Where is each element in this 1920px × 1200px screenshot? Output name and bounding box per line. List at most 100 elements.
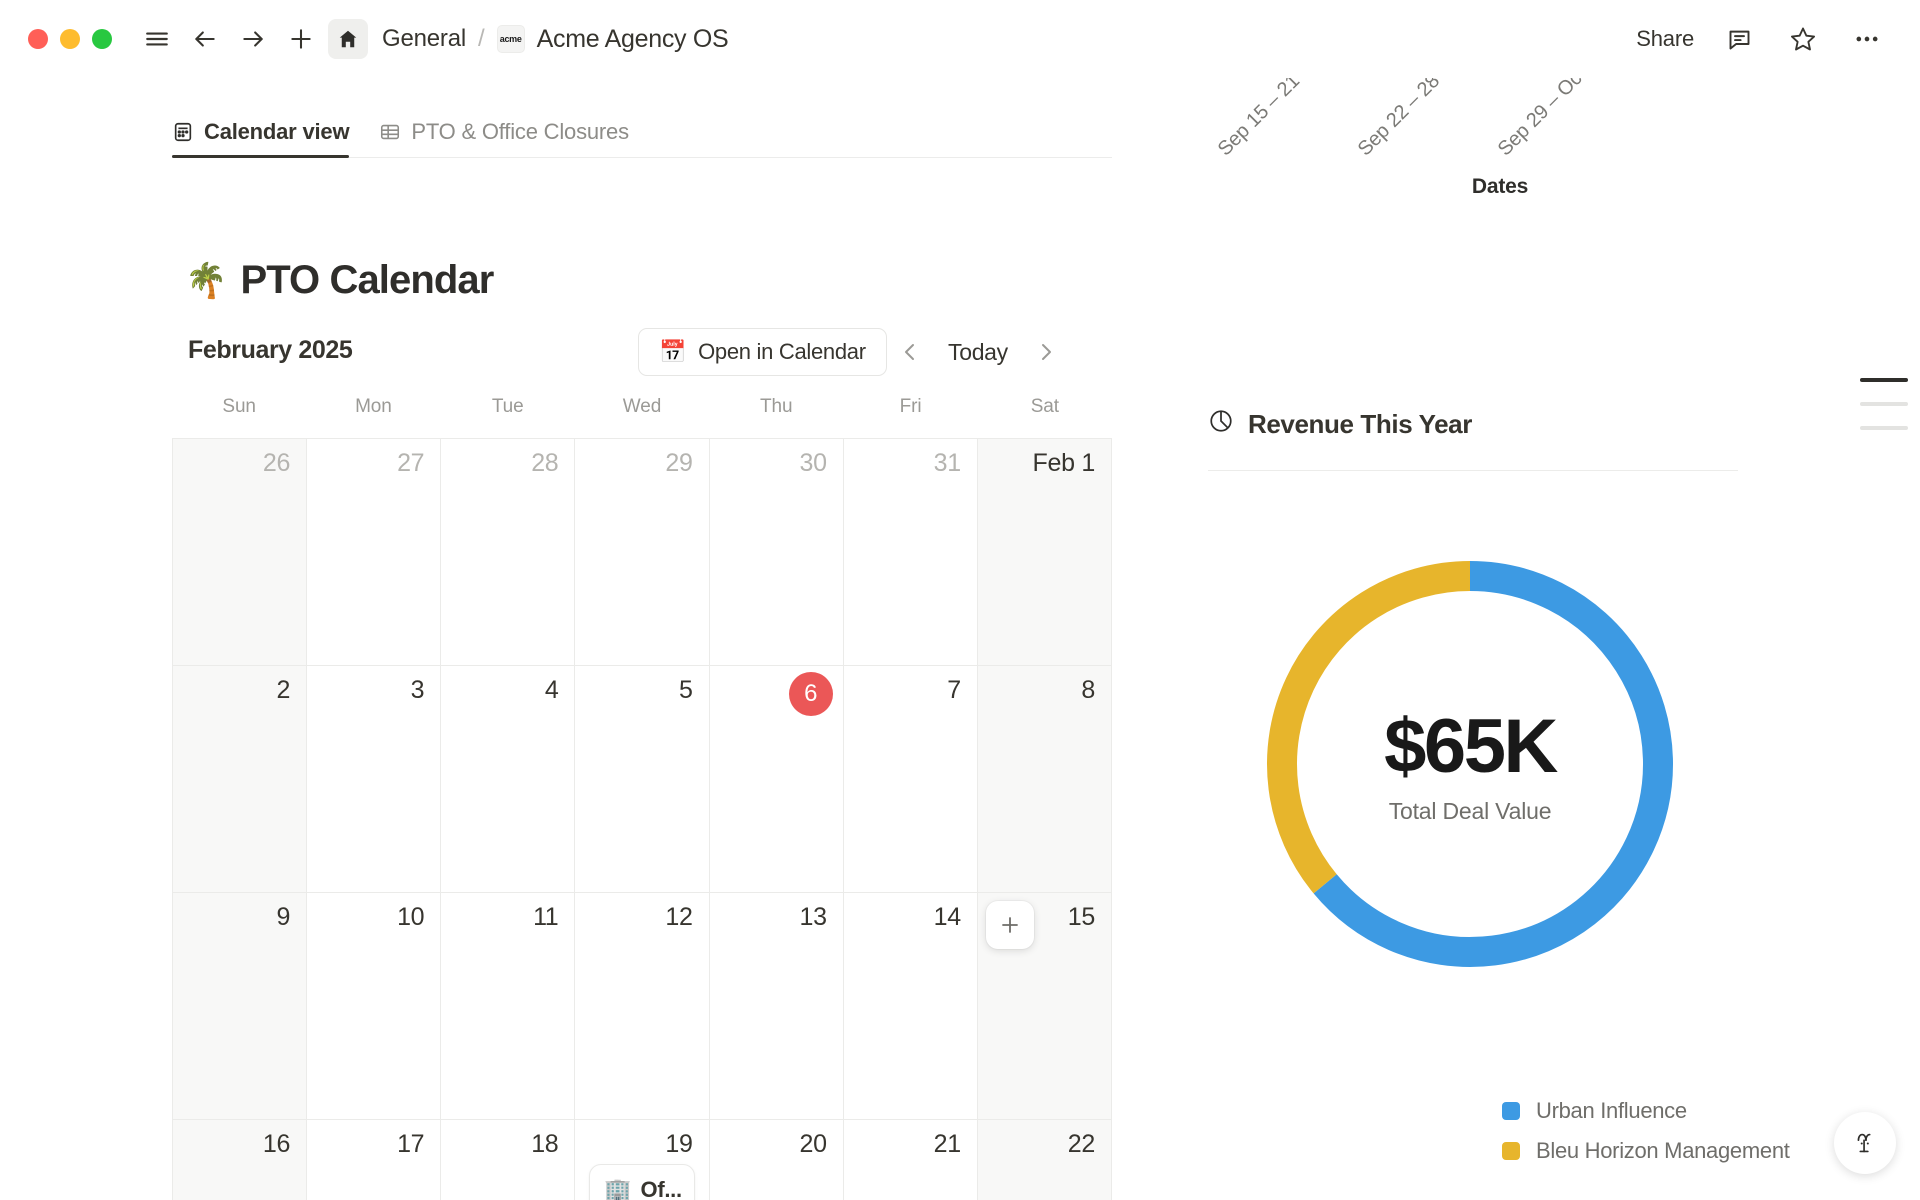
tab-pto-office-closures[interactable]: PTO & Office Closures	[379, 119, 629, 157]
donut-segment[interactable]	[1313, 561, 1673, 967]
day-number: 9	[276, 903, 291, 931]
calendar-event-card[interactable]: 🏢 Of...	[589, 1164, 695, 1200]
calendar-day-cell[interactable]: 28	[441, 439, 576, 666]
calendar-grid: 26 27 28 29 30 31 Feb 1 2 3 4 5 6 7 8 9 10 11 12 13 14 15 16 1…	[172, 438, 1112, 1200]
day-number: 19	[665, 1130, 693, 1158]
today-date-badge: 6	[788, 672, 833, 716]
day-number: 22	[1067, 1130, 1096, 1158]
calendar-day-cell[interactable]: 12	[575, 893, 710, 1120]
palm-tree-icon: 🌴	[185, 261, 227, 300]
day-number: 15	[1067, 903, 1096, 931]
table-icon	[379, 121, 401, 143]
x-axis-tick-label: Sep 15 – 21	[1213, 78, 1305, 161]
calendar-day-cell[interactable]: 26	[173, 439, 308, 666]
open-in-calendar-button[interactable]: 📅 Open in Calendar	[638, 328, 887, 376]
weekday-header-sun: Sun	[222, 396, 256, 417]
revenue-donut-chart[interactable]: $65K Total Deal Value	[1240, 534, 1700, 994]
day-number: 4	[544, 676, 559, 704]
outline-indicator-line[interactable]	[1860, 426, 1908, 430]
calendar-day-cell[interactable]: 29	[575, 439, 710, 666]
calendar-day-cell[interactable]: 22	[977, 1120, 1112, 1200]
view-tabs: Calendar view PTO & Office Closures	[172, 100, 1112, 158]
calendar-day-cell[interactable]: 18	[441, 1120, 576, 1200]
sidebar-toggle-icon[interactable]	[138, 20, 176, 58]
calendar-day-cell[interactable]: 3	[307, 666, 442, 893]
previous-month-icon[interactable]	[888, 330, 932, 374]
calendar-day-cell[interactable]: 21	[843, 1120, 978, 1200]
calendar-day-cell[interactable]: 5	[575, 666, 710, 893]
share-button[interactable]: Share	[1636, 26, 1694, 51]
bar-chart-x-axis-ticks: Sep 15 – 21 Sep 22 – 28 Sep 29 – Oct 5	[1210, 78, 1770, 190]
add-event-button[interactable]	[985, 901, 1034, 949]
calendar-day-cell[interactable]: 15	[977, 893, 1112, 1120]
revenue-header-label: Revenue This Year	[1248, 409, 1472, 439]
maximize-window-button[interactable]	[92, 29, 112, 49]
pie-chart-icon	[1208, 408, 1234, 441]
page-title-text: PTO Calendar	[240, 258, 494, 302]
calendar-day-cell[interactable]: 27	[307, 439, 442, 666]
legend-item-label: Bleu Horizon Management	[1536, 1138, 1790, 1163]
day-number: 21	[933, 1130, 962, 1158]
month-label: February 2025	[188, 336, 353, 364]
calendar-day-cell[interactable]: Feb 1	[977, 439, 1112, 666]
calendar-view-icon	[172, 121, 194, 143]
calendar-day-cell[interactable]: 17	[307, 1120, 442, 1200]
calendar-day-cell[interactable]: 8	[977, 666, 1112, 893]
day-number: 8	[1081, 676, 1095, 704]
day-number: 12	[665, 903, 693, 931]
calendar-day-cell[interactable]: 31	[843, 439, 978, 666]
minimize-window-button[interactable]	[60, 29, 80, 49]
day-number: 28	[531, 449, 559, 477]
outline-indicator-line[interactable]	[1860, 378, 1908, 382]
day-number: 27	[397, 449, 425, 477]
more-options-icon[interactable]	[1848, 20, 1886, 58]
breadcrumb-separator: /	[477, 25, 485, 52]
breadcrumb-parent[interactable]: General	[382, 25, 466, 52]
calendar-toolbar: February 2025 📅 Open in Calendar Today	[188, 328, 1108, 384]
today-button[interactable]: Today	[948, 338, 1008, 365]
legend-item-label: Urban Influence	[1536, 1098, 1687, 1123]
next-month-icon[interactable]	[1024, 330, 1068, 374]
calendar-day-cell[interactable]: 9	[173, 893, 308, 1120]
calendar-day-cell[interactable]: 19 🏢 Of...	[575, 1120, 710, 1200]
close-window-button[interactable]	[28, 29, 48, 49]
day-number: 31	[933, 449, 962, 477]
calendar-day-cell[interactable]: 7	[843, 666, 978, 893]
legend-item[interactable]: Urban Influence	[1502, 1098, 1790, 1124]
x-axis-tick-label: Sep 22 – 28	[1353, 78, 1445, 161]
comment-icon[interactable]	[1720, 20, 1758, 58]
day-number: 11	[533, 903, 559, 931]
traffic-light-controls	[28, 29, 112, 49]
legend-item[interactable]: Bleu Horizon Management	[1502, 1138, 1790, 1164]
calendar-day-cell[interactable]: 4	[441, 666, 576, 893]
day-number: 16	[262, 1130, 291, 1158]
home-icon[interactable]	[328, 19, 368, 59]
chart-legend: Urban Influence Bleu Horizon Management	[1502, 1098, 1790, 1178]
calendar-day-cell[interactable]: 2	[173, 666, 308, 893]
face-help-icon[interactable]	[1834, 1112, 1896, 1174]
page-title-breadcrumb[interactable]: Acme Agency OS	[536, 24, 729, 53]
outline-indicator-line[interactable]	[1860, 402, 1908, 406]
favorite-star-icon[interactable]	[1784, 20, 1822, 58]
calendar-day-cell[interactable]: 6	[709, 666, 844, 893]
calendar-day-cell[interactable]: 11	[441, 893, 576, 1120]
calendar-day-cell[interactable]: 13	[709, 893, 844, 1120]
page-title: 🌴 PTO Calendar	[185, 258, 494, 303]
calendar-day-cell[interactable]: 10	[307, 893, 442, 1120]
calendar-day-cell[interactable]: 20	[709, 1120, 844, 1200]
calendar-day-cell[interactable]: 16	[173, 1120, 308, 1200]
day-number: 7	[947, 676, 961, 704]
office-building-icon: 🏢	[604, 1177, 632, 1200]
workspace-badge: acme	[496, 25, 525, 53]
tab-calendar-view[interactable]: Calendar view	[172, 119, 350, 158]
page-outline-indicator[interactable]	[1860, 378, 1908, 450]
day-number: 18	[531, 1130, 559, 1158]
forward-arrow-icon[interactable]	[234, 20, 272, 58]
new-page-plus-icon[interactable]	[282, 20, 320, 58]
back-arrow-icon[interactable]	[186, 20, 224, 58]
calendar-day-cell[interactable]: 30	[709, 439, 844, 666]
donut-segment[interactable]	[1267, 561, 1471, 894]
day-number: 30	[799, 449, 827, 477]
day-number: 2	[276, 676, 291, 704]
calendar-day-cell[interactable]: 14	[843, 893, 978, 1120]
